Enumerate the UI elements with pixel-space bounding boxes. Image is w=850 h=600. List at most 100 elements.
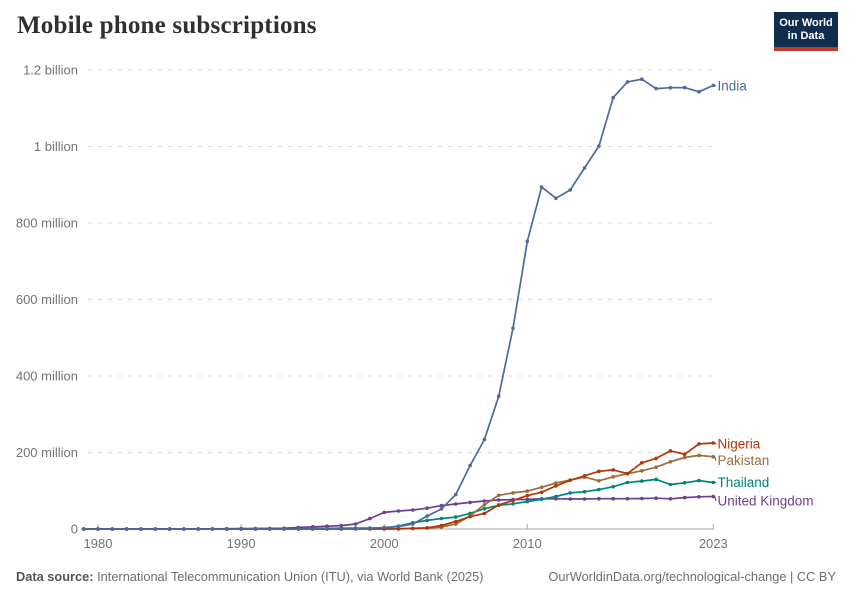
data-point-india[interactable] [353,526,358,531]
owid-logo[interactable]: Our World in Data [774,12,838,52]
data-point-thailand[interactable] [582,489,587,494]
data-point-thailand[interactable] [640,479,644,483]
series-label-india[interactable]: India [718,78,748,93]
data-point-nigeria[interactable] [568,478,572,483]
data-point-india[interactable] [411,522,415,526]
series-line-pakistan[interactable] [83,454,714,530]
data-point-united-kingdom[interactable] [711,494,716,499]
data-point-pakistan[interactable] [597,479,601,483]
data-point-thailand[interactable] [554,494,558,499]
data-point-thailand[interactable] [668,482,673,487]
data-point-united-kingdom[interactable] [396,509,401,513]
data-point-thailand[interactable] [597,487,601,492]
data-point-pakistan[interactable] [539,485,544,490]
data-point-india[interactable] [454,492,458,497]
data-point-india[interactable] [439,507,444,511]
data-point-india[interactable] [640,77,644,81]
data-point-nigeria[interactable] [439,523,444,528]
data-point-united-kingdom[interactable] [697,495,701,499]
series-label-thailand[interactable]: Thailand [718,475,770,490]
data-point-nigeria[interactable] [411,526,415,531]
data-point-india[interactable] [511,326,515,331]
data-point-nigeria[interactable] [425,526,429,530]
data-point-pakistan[interactable] [554,481,558,485]
data-point-united-kingdom[interactable] [454,502,458,506]
data-point-nigeria[interactable] [682,452,687,457]
data-point-india[interactable] [525,239,530,244]
data-point-united-kingdom[interactable] [611,496,615,501]
data-point-india[interactable] [225,527,229,531]
data-point-pakistan[interactable] [611,475,615,479]
data-point-india[interactable] [368,526,372,531]
data-point-united-kingdom[interactable] [496,498,501,502]
data-point-pakistan[interactable] [482,503,487,507]
data-point-nigeria[interactable] [582,474,587,478]
line-chart[interactable]: 0 200 million 400 million 600 million 800 mi… [0,57,850,562]
data-point-india[interactable] [654,86,658,91]
data-point-thailand[interactable] [539,497,544,502]
data-point-pakistan[interactable] [640,469,644,473]
data-point-thailand[interactable] [682,481,687,485]
data-point-united-kingdom[interactable] [640,496,644,501]
data-point-thailand[interactable] [525,499,530,504]
data-point-india[interactable] [153,527,158,531]
data-point-united-kingdom[interactable] [425,506,429,511]
data-point-pakistan[interactable] [711,454,716,459]
data-point-thailand[interactable] [711,480,716,485]
data-point-india[interactable] [382,525,387,530]
data-point-nigeria[interactable] [640,461,644,465]
data-point-india[interactable] [468,463,472,468]
data-point-india[interactable] [310,527,315,531]
data-point-thailand[interactable] [482,506,487,511]
data-point-united-kingdom[interactable] [582,497,587,501]
data-point-thailand[interactable] [439,516,444,521]
data-point-india[interactable] [81,527,86,531]
data-point-india[interactable] [711,83,716,88]
data-point-thailand[interactable] [654,477,658,482]
data-point-united-kingdom[interactable] [668,497,673,501]
data-point-nigeria[interactable] [482,511,487,516]
data-point-india[interactable] [482,437,487,442]
data-point-thailand[interactable] [511,502,515,506]
series-line-nigeria[interactable] [83,442,714,530]
data-point-india[interactable] [697,90,701,94]
data-point-nigeria[interactable] [668,449,673,453]
data-point-united-kingdom[interactable] [411,508,415,512]
data-point-nigeria[interactable] [525,493,530,498]
data-point-pakistan[interactable] [654,465,658,470]
data-point-united-kingdom[interactable] [439,503,444,508]
data-point-united-kingdom[interactable] [682,495,687,500]
series-label-pakistan[interactable]: Pakistan [718,453,770,468]
series-line-thailand[interactable] [83,478,714,530]
data-point-india[interactable] [539,185,544,189]
data-point-india[interactable] [182,527,186,531]
data-point-india[interactable] [124,527,129,531]
data-point-nigeria[interactable] [597,469,601,474]
data-point-india[interactable] [196,527,200,531]
data-point-india[interactable] [668,85,673,90]
data-point-india[interactable] [597,144,601,148]
data-point-united-kingdom[interactable] [368,516,372,521]
data-point-united-kingdom[interactable] [625,496,630,501]
data-point-india[interactable] [682,85,687,90]
data-point-india[interactable] [425,514,429,518]
data-point-nigeria[interactable] [511,498,515,503]
data-point-nigeria[interactable] [711,441,716,445]
data-point-thailand[interactable] [697,478,701,483]
data-point-india[interactable] [139,527,143,531]
data-point-india[interactable] [110,527,115,531]
series-label-nigeria[interactable]: Nigeria [718,437,761,452]
data-point-pakistan[interactable] [511,491,515,495]
data-point-india[interactable] [282,527,286,531]
data-point-thailand[interactable] [625,480,630,485]
data-point-nigeria[interactable] [654,456,658,461]
data-point-united-kingdom[interactable] [597,496,601,501]
data-point-nigeria[interactable] [468,514,472,519]
data-point-united-kingdom[interactable] [482,499,487,503]
data-point-india[interactable] [239,527,243,531]
series-label-united-kingdom[interactable]: United Kingdom [718,494,814,509]
data-point-india[interactable] [253,527,258,531]
data-point-pakistan[interactable] [668,460,673,464]
data-point-pakistan[interactable] [697,453,701,458]
data-point-pakistan[interactable] [454,522,458,526]
